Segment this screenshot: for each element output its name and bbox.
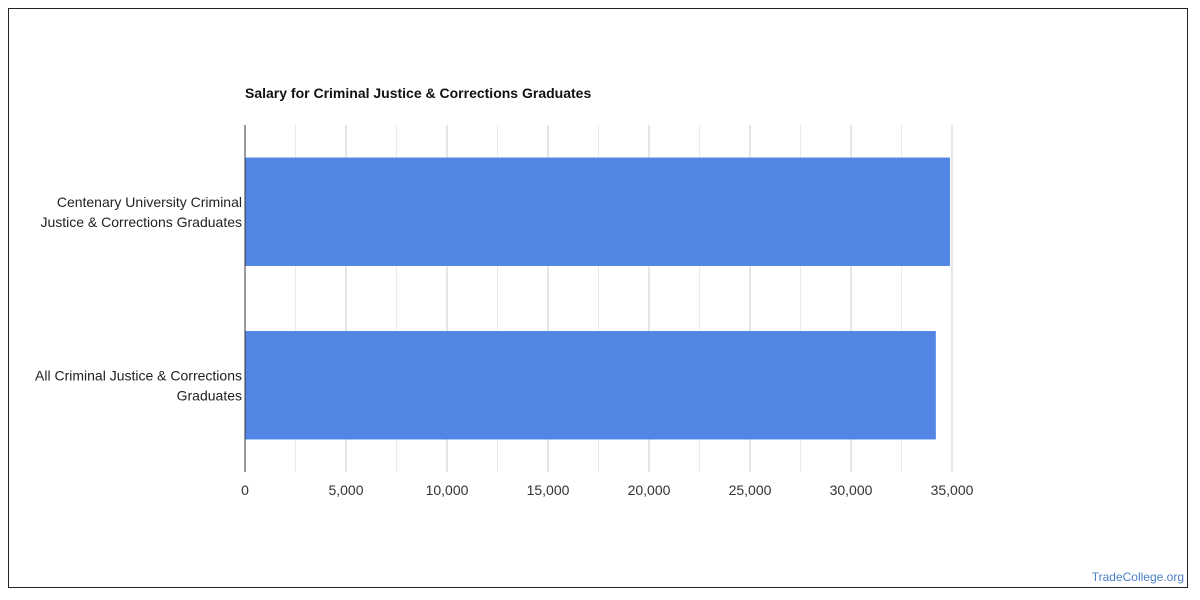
bar [245,331,936,440]
x-tick-label: 20,000 [628,482,671,498]
x-tick-label: 15,000 [527,482,570,498]
category-label: Centenary University Criminal [57,194,242,210]
x-tick-label: 30,000 [830,482,873,498]
chart-title: Salary for Criminal Justice & Correction… [245,85,592,101]
watermark: TradeCollege.org [1091,570,1184,584]
x-tick-label: 35,000 [931,482,974,498]
x-tick-label: 10,000 [426,482,469,498]
x-tick-label: 0 [241,482,249,498]
x-tick-label: 5,000 [328,482,363,498]
category-label: Graduates [177,387,242,403]
category-label: Justice & Corrections Graduates [40,214,242,230]
x-tick-label: 25,000 [729,482,772,498]
bars [245,157,950,440]
bar [245,157,950,266]
labels: 0 5,000 10,000 15,000 20,000 25,000 30,000 35,0… [35,194,974,498]
category-label: All Criminal Justice & Corrections [35,367,242,383]
